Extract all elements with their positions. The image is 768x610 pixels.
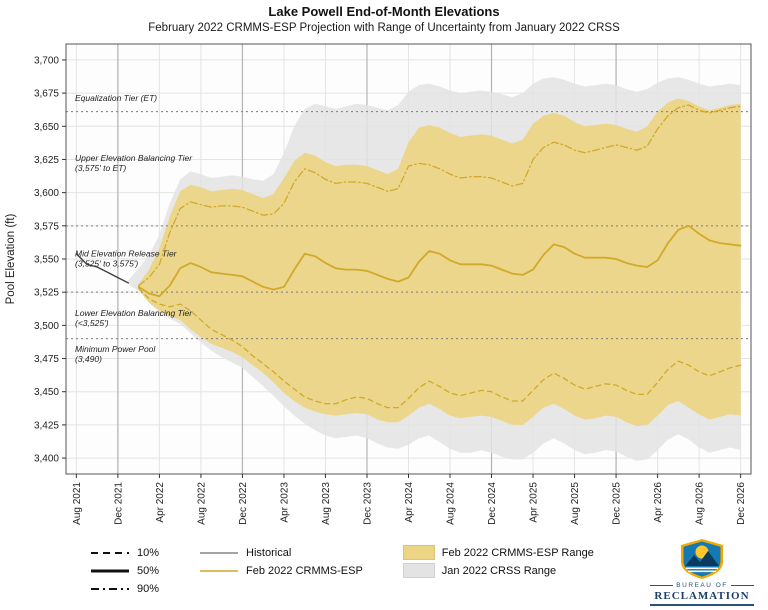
legend-item-esp-range: Feb 2022 CRMMS-ESP Range: [402, 545, 594, 560]
esp-range-swatch: [402, 545, 435, 560]
legend-line-column: Historical Feb 2022 CRMMS-ESP: [199, 545, 363, 596]
feb-2022-crmms-esp-90--line: [138, 104, 742, 287]
svg-text:Dec 2026: Dec 2026: [736, 482, 747, 525]
svg-text:Apr 2024: Apr 2024: [404, 482, 415, 523]
legend-item-esp-line: Feb 2022 CRMMS-ESP: [199, 563, 363, 578]
legend-label: 90%: [137, 582, 160, 595]
usbr-shield-icon: [681, 539, 723, 579]
legend-range-column: Feb 2022 CRMMS-ESP Range Jan 2022 CRSS R…: [402, 545, 594, 596]
legend-label: 50%: [137, 564, 160, 577]
svg-text:Upper Elevation Balancing Tier: Upper Elevation Balancing Tier: [75, 153, 193, 163]
svg-text:Dec 2021: Dec 2021: [113, 482, 124, 525]
svg-text:Aug 2024: Aug 2024: [446, 482, 457, 525]
y-axis-title: Pool Elevation (ft): [5, 213, 17, 304]
crss-range-swatch: [402, 563, 435, 578]
svg-text:Dec 2024: Dec 2024: [487, 482, 498, 525]
svg-text:Aug 2026: Aug 2026: [695, 482, 706, 525]
svg-text:Apr 2022: Apr 2022: [155, 482, 166, 523]
svg-text:Dec 2025: Dec 2025: [612, 482, 623, 525]
svg-text:Apr 2026: Apr 2026: [653, 482, 664, 523]
logo-rule-right: [730, 585, 755, 586]
logo-reclamation-text: RECLAMATION: [650, 590, 754, 606]
svg-text:3,475: 3,475: [34, 354, 59, 365]
svg-text:Apr 2025: Apr 2025: [529, 482, 540, 523]
svg-text:3,400: 3,400: [34, 454, 59, 465]
logo-bureau-line: BUREAU OF: [650, 582, 755, 589]
chart-legend: 10% 50% 90% Historical Feb 2022 CRMMS-ES…: [90, 545, 630, 596]
legend-item-50pct: 50%: [90, 563, 159, 578]
logo-bureau-text: BUREAU OF: [676, 582, 728, 589]
svg-text:Aug 2023: Aug 2023: [321, 482, 332, 525]
historical-line-sample: [200, 551, 239, 554]
feb-2022-crmms-esp-range-band: [138, 98, 741, 427]
legend-label: 10%: [137, 546, 160, 559]
axes: 3,400 3,425 3,450 3,475 3,500 3,525 3,550 3,575…: [34, 55, 747, 524]
svg-text:3,425: 3,425: [34, 420, 59, 431]
tier-reference-lines: [66, 111, 751, 340]
svg-text:Mid Elevation Release Tier: Mid Elevation Release Tier: [75, 248, 178, 258]
solid-line-sample: [91, 569, 129, 572]
legend-label: Historical: [246, 546, 292, 559]
svg-text:Aug 2022: Aug 2022: [196, 482, 207, 525]
chart-title: Lake Powell End-of-Month Elevations: [268, 4, 500, 19]
legend-label: Feb 2022 CRMMS-ESP: [246, 564, 363, 577]
uncertainty-bands: [128, 77, 741, 461]
esp-line-sample: [200, 569, 239, 572]
svg-text:3,575: 3,575: [34, 221, 59, 232]
svg-text:(3,490): (3,490): [75, 354, 102, 364]
svg-text:Aug 2021: Aug 2021: [72, 482, 83, 525]
legend-item-10pct: 10%: [90, 545, 159, 560]
svg-text:Apr 2023: Apr 2023: [279, 482, 290, 523]
svg-text:Dec 2022: Dec 2022: [238, 482, 249, 525]
svg-text:3,550: 3,550: [34, 255, 59, 266]
svg-text:3,525: 3,525: [34, 288, 59, 299]
svg-text:3,700: 3,700: [34, 55, 59, 66]
usbr-logo: BUREAU OF RECLAMATION: [650, 538, 755, 606]
svg-text:(3,525' to 3,575'): (3,525' to 3,575'): [75, 258, 138, 268]
svg-text:(3,575' to ET): (3,575' to ET): [75, 163, 126, 173]
dashdot-line-sample: [91, 587, 129, 590]
svg-text:Aug 2025: Aug 2025: [570, 482, 581, 525]
legend-percentile-column: 10% 50% 90%: [90, 545, 159, 596]
svg-text:3,675: 3,675: [34, 89, 59, 100]
legend-label: Jan 2022 CRSS Range: [441, 564, 557, 577]
svg-text:3,625: 3,625: [34, 155, 59, 166]
svg-text:Dec 2023: Dec 2023: [362, 482, 373, 525]
tier-labels: Equalization Tier (ET) Upper Elevation Ba…: [75, 93, 193, 364]
legend-item-historical: Historical: [199, 545, 363, 560]
legend-label: Feb 2022 CRMMS-ESP Range: [441, 546, 594, 559]
logo-rule-left: [650, 585, 674, 586]
svg-text:Equalization Tier (ET): Equalization Tier (ET): [75, 93, 157, 103]
legend-item-crss-range: Jan 2022 CRSS Range: [402, 563, 594, 578]
chart-subtitle: February 2022 CRMMS-ESP Projection with …: [148, 22, 620, 34]
feb-2022-crmms-esp-50--line: [137, 224, 742, 298]
svg-text:Minimum Power Pool: Minimum Power Pool: [75, 344, 156, 354]
svg-text:(<3,525'): (<3,525'): [75, 318, 109, 328]
data-series: [75, 104, 742, 409]
feb-2022-crmms-esp-10--line: [138, 287, 742, 409]
historical-line: [75, 252, 130, 284]
svg-text:Lower Elevation Balancing Tier: Lower Elevation Balancing Tier: [75, 308, 193, 318]
dashed-line-sample: [91, 551, 129, 554]
legend-item-90pct: 90%: [90, 581, 159, 596]
svg-text:3,450: 3,450: [34, 387, 59, 398]
svg-text:3,600: 3,600: [34, 188, 59, 199]
svg-text:3,500: 3,500: [34, 321, 59, 332]
svg-text:3,650: 3,650: [34, 122, 59, 133]
elevation-chart: Equalization Tier (ET) Upper Elevation Ba…: [5, 43, 752, 525]
